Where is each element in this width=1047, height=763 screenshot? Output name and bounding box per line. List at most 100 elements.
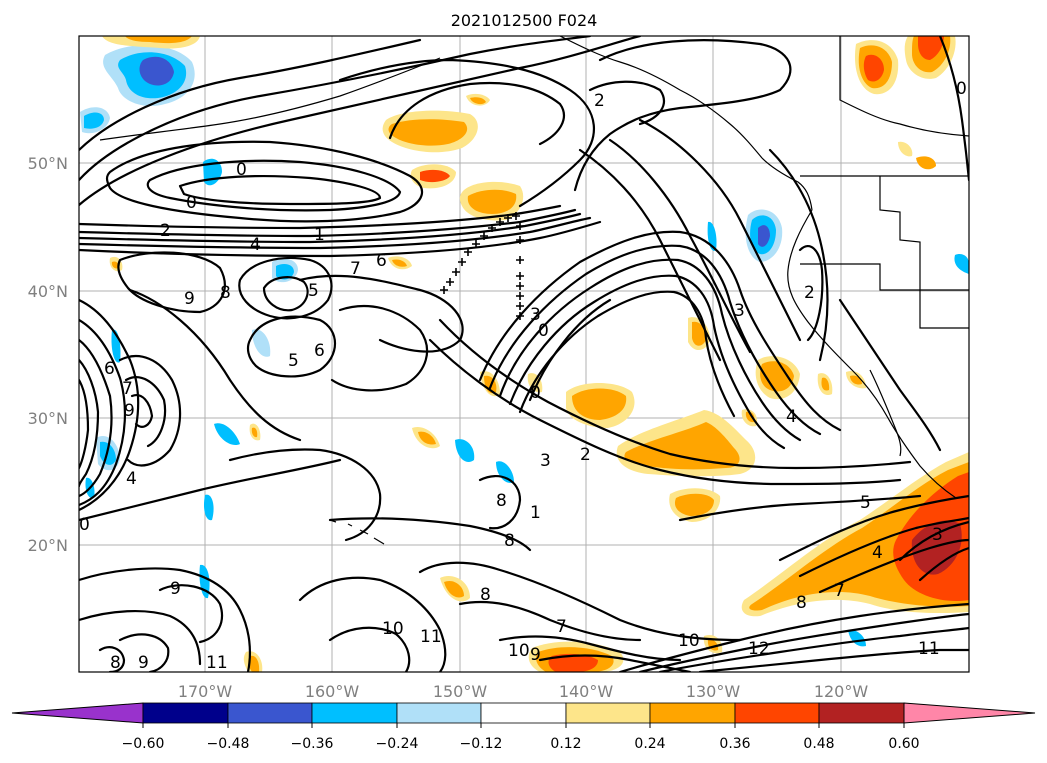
orange-shading [624, 422, 740, 470]
state-border [800, 263, 969, 329]
contour-label: 8 [110, 653, 121, 673]
contour-line [608, 138, 752, 354]
contour-label: 9 [138, 653, 149, 673]
colorbar-max-arrow [903, 702, 1036, 724]
yellow-shading [898, 141, 913, 157]
contour-line [118, 633, 170, 672]
contour-line [798, 245, 824, 342]
contour-label: 8 [796, 593, 807, 613]
orange-shading [251, 427, 258, 438]
contour-line [573, 39, 792, 192]
lon-label: 160°W [305, 682, 360, 701]
contour-label: 1 [530, 503, 541, 523]
contour-label: 9 [170, 579, 181, 599]
blue-shading [954, 254, 969, 274]
contour-line [79, 338, 113, 498]
contour-label: 6 [104, 359, 115, 379]
contour-label: 11 [918, 639, 940, 659]
contour-line [638, 612, 969, 672]
contour-label: 8 [504, 531, 515, 551]
hawaii [329, 519, 385, 545]
colorbar-tick-label: −0.60 [122, 736, 165, 752]
orange-shading [572, 388, 627, 420]
blue-shading [84, 112, 104, 129]
contour-line [79, 318, 127, 507]
lat-label: 30°N [28, 409, 68, 428]
orange-shading [248, 655, 260, 672]
baja-california [869, 369, 902, 457]
contour-label: 9 [124, 401, 135, 421]
contour-line [578, 148, 722, 362]
contour-line [146, 159, 402, 212]
contour-line [498, 258, 802, 442]
lon-label: 130°W [686, 682, 741, 701]
contour-label: 7 [122, 379, 133, 399]
contour-line [838, 298, 942, 452]
contour-label: 0 [236, 160, 247, 180]
contour-line [618, 602, 969, 672]
contour-line [338, 58, 595, 208]
dark-red-shading [911, 520, 962, 575]
contour-label: 5 [860, 493, 871, 513]
contour-label: 9 [184, 289, 195, 309]
colorbar-segment [818, 702, 905, 724]
colorbar-segment [734, 702, 820, 724]
dark-blue-shading [139, 56, 174, 86]
colorbar-tick-label: 0.12 [550, 736, 581, 752]
contour-line [79, 216, 592, 250]
contour-line [98, 646, 126, 672]
alaska-coast [559, 36, 813, 211]
colorbar-segment [565, 702, 651, 724]
colorbar-segment [227, 702, 313, 724]
colorbar-segment [142, 702, 229, 724]
contour-label: 2 [580, 445, 591, 465]
orange-shading [467, 189, 517, 214]
contour-line [128, 288, 302, 442]
orange-shading [692, 321, 706, 346]
contour-line [458, 600, 642, 642]
orange-shading [821, 377, 830, 391]
blue-shading [455, 439, 475, 462]
contour-line [498, 635, 682, 662]
contour-line [428, 338, 902, 486]
orange-shading [760, 361, 794, 392]
colorbar-segment [480, 702, 567, 724]
orange-shading [125, 36, 192, 44]
contour-line [638, 118, 802, 342]
contour-line [818, 538, 969, 594]
contour-line [778, 494, 969, 562]
lat-label: 50°N [28, 154, 68, 173]
contour-line [79, 358, 100, 488]
colorbar-segment [396, 702, 482, 724]
contour-label: 0 [538, 321, 549, 341]
contour-label: 6 [314, 341, 325, 361]
contour-label: 4 [126, 469, 137, 489]
latitude-labels: 50°N 40°N 30°N 20°N [28, 154, 68, 555]
contour-line [298, 274, 464, 353]
contour-label: 6 [376, 251, 387, 271]
contour-line [79, 567, 252, 672]
colorbar-tick-label: −0.48 [207, 736, 250, 752]
contour-label: 10 [678, 631, 700, 651]
contour-line [768, 148, 829, 362]
contour-line [79, 458, 342, 522]
orange-shading [111, 261, 120, 269]
contour-line [117, 251, 226, 314]
contour-label: 5 [308, 281, 319, 301]
contour-line [124, 376, 167, 448]
contour-line [918, 546, 969, 582]
plus-marker [440, 212, 520, 294]
blue-shading [848, 629, 866, 647]
colorbar-segment [311, 702, 398, 724]
contour-label: 7 [350, 259, 361, 279]
longitude-labels: 170°W 160°W 150°W 140°W 130°W 120°W [178, 682, 869, 701]
contour-line [178, 174, 382, 206]
contour-line [898, 520, 969, 562]
map-frame [78, 35, 970, 673]
contour-label: 8 [220, 283, 231, 303]
coastlines [99, 36, 969, 545]
colorbar-ticks [142, 723, 905, 728]
contour-line [79, 36, 642, 207]
contour-line [79, 609, 202, 666]
